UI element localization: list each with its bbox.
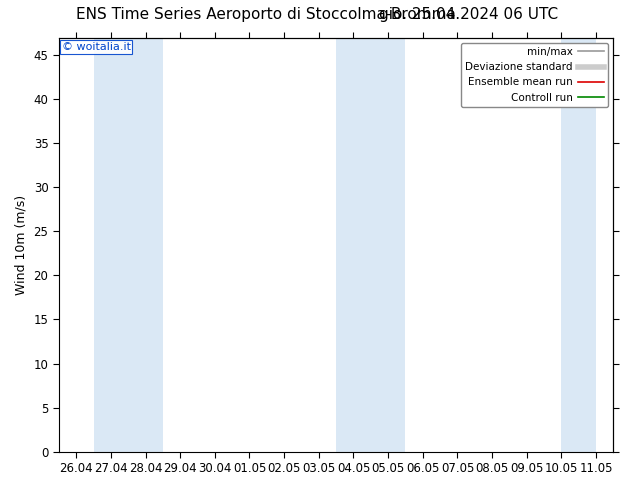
Bar [562,38,596,452]
Text: gio. 25.04.2024 06 UTC: gio. 25.04.2024 06 UTC [378,7,558,23]
Y-axis label: Wind 10m (m/s): Wind 10m (m/s) [15,195,28,294]
Bar [93,38,163,452]
Bar [336,38,406,452]
Legend: min/max, Deviazione standard, Ensemble mean run, Controll run: min/max, Deviazione standard, Ensemble m… [461,43,608,107]
Text: ENS Time Series Aeroporto di Stoccolma-Bromma: ENS Time Series Aeroporto di Stoccolma-B… [76,7,456,23]
Text: © woitalia.it: © woitalia.it [61,42,131,52]
